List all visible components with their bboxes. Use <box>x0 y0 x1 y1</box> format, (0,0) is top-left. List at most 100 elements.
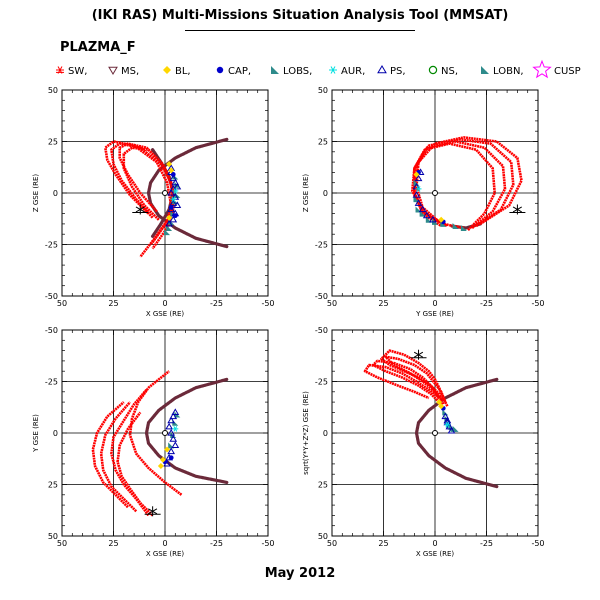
legend-item-cusp: CUSP <box>532 59 581 79</box>
bl-marker <box>438 403 445 410</box>
y-tick-label: 25 <box>318 138 328 147</box>
aur-marker <box>172 188 179 194</box>
x-tick-label: 0 <box>432 539 437 548</box>
legend-item-bl: BL, <box>163 66 191 77</box>
ps-marker <box>167 447 176 455</box>
plot-area <box>411 136 526 232</box>
lobe-marker <box>452 222 459 229</box>
x-tick-label: -50 <box>261 299 274 308</box>
legend-item-lobn: LOBN, <box>481 66 524 77</box>
orbit-track <box>363 363 446 402</box>
x-tick-label: -50 <box>531 299 544 308</box>
ps-marker <box>173 182 182 190</box>
ps-marker <box>447 426 456 434</box>
y-tick-label: 0 <box>53 429 58 438</box>
lobe-marker <box>166 225 173 232</box>
legend-label: MS, <box>121 66 139 77</box>
y-tick-label: -25 <box>45 378 58 387</box>
lobe-marker <box>452 425 459 432</box>
legend-label: BL, <box>175 66 191 77</box>
legend-item-aur: AUR, <box>329 66 365 77</box>
x-tick-label: -25 <box>210 539 223 548</box>
lobe-marker <box>419 210 426 217</box>
orbit-track <box>371 359 445 405</box>
cap-marker <box>168 455 174 461</box>
y-axis-label: Z GSE (RE) <box>32 174 40 213</box>
bl-marker <box>166 161 173 168</box>
ps-marker <box>173 201 182 208</box>
earth-marker <box>432 430 438 436</box>
x-axis-label: X GSE (RE) <box>146 550 185 558</box>
y-tick-label: -50 <box>315 326 328 335</box>
bl-marker <box>157 462 164 469</box>
legend-item-cap: CAP, <box>216 66 251 77</box>
x-tick-label: 0 <box>162 299 167 308</box>
ps-marker <box>169 435 178 442</box>
ps-marker <box>429 215 437 223</box>
bl-marker <box>164 446 171 453</box>
ps-marker <box>169 174 178 182</box>
x-tick-label: 50 <box>57 299 67 308</box>
earth-marker <box>162 430 168 436</box>
cap-marker <box>170 172 176 177</box>
plot-area <box>104 137 229 258</box>
ps-marker <box>412 191 421 198</box>
legend: SW, MS, BL, CAP, LOBS, AUR, PS, NS, LOBN, CUSP <box>56 59 581 79</box>
cap-marker <box>172 213 178 219</box>
ps-marker <box>165 219 173 227</box>
orbit-track <box>110 388 150 517</box>
ps-marker <box>171 441 180 448</box>
lobe-marker <box>442 409 449 416</box>
x-axis-label: X GSE (RE) <box>416 550 455 558</box>
spacecraft-icon <box>509 204 526 215</box>
panel-xr: 50 25 0 -25 -50 -50 -25 0 25 50 X GSE (RE) sqrt(Y*Y… <box>302 326 545 558</box>
spacecraft-icon <box>132 204 149 215</box>
legend-item-sw: SW, <box>56 66 87 77</box>
orbit-track <box>99 401 138 513</box>
orbit-track <box>384 355 447 403</box>
ps-marker <box>171 408 180 415</box>
legend-symbol-diamond-icon <box>163 66 171 74</box>
y-tick-label: -50 <box>45 292 58 301</box>
legend-symbol-tri-down-icon <box>108 66 118 75</box>
bl-marker <box>413 171 420 178</box>
legend-item-lobs: LOBS, <box>271 66 312 77</box>
cap-marker <box>168 205 174 210</box>
bl-marker <box>168 167 175 174</box>
ps-marker <box>167 189 176 196</box>
y-tick-label: 25 <box>48 481 58 490</box>
legend-label: AUR, <box>341 66 365 77</box>
ps-marker <box>418 205 427 213</box>
x-tick-label: 50 <box>57 539 67 548</box>
ps-marker <box>169 199 178 206</box>
magnetopause-boundary <box>414 377 499 489</box>
orbit-track <box>116 411 154 517</box>
earth-marker <box>432 190 438 196</box>
orbit-track <box>91 401 129 509</box>
ps-marker <box>165 422 173 430</box>
y-tick-label: 50 <box>318 86 328 95</box>
panel-xy: 50 25 0 -25 -50 -50 -25 0 25 50 X GSE (RE) Y GSE (R… <box>32 326 275 558</box>
plot-area <box>91 370 229 517</box>
x-tick-label: -25 <box>480 539 493 548</box>
legend-label: NS, <box>441 66 458 77</box>
x-tick-label: 50 <box>327 539 337 548</box>
legend-symbol-wedge-icon <box>481 66 489 74</box>
orbit-track <box>380 349 449 407</box>
x-axis-label: Y GSE (RE) <box>415 310 454 318</box>
legend-label: CUSP <box>554 66 581 77</box>
x-axis-label: X GSE (RE) <box>146 310 185 318</box>
ps-marker <box>443 416 452 424</box>
y-tick-label: -25 <box>45 241 58 250</box>
legend-item-ns: NS, <box>428 65 458 77</box>
y-tick-label: -25 <box>315 378 328 387</box>
bl-marker <box>159 456 166 463</box>
x-tick-label: -50 <box>261 539 274 548</box>
ps-marker <box>422 211 431 219</box>
legend-symbol-asterisk-icon <box>329 66 337 74</box>
page-title: (IKI RAS) Multi-Missions Situation Analy… <box>91 8 509 23</box>
y-tick-label: 50 <box>48 532 58 541</box>
